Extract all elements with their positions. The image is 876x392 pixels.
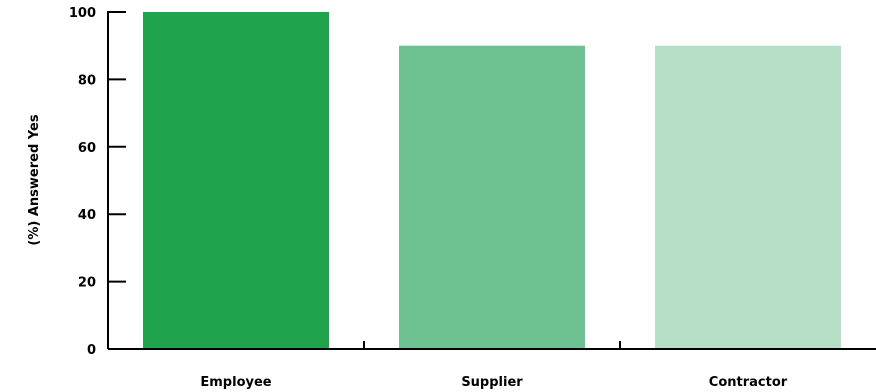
x-tick-label-employee: Employee bbox=[200, 375, 271, 390]
y-tick-label-60: 60 bbox=[78, 141, 96, 156]
bar-contractor bbox=[655, 45, 841, 349]
y-axis: 0 20 40 60 80 100 bbox=[69, 6, 126, 358]
bar-employee bbox=[143, 12, 329, 349]
y-tick-label-0: 0 bbox=[87, 343, 96, 358]
bar-supplier bbox=[399, 45, 585, 349]
x-tick-label-contractor: Contractor bbox=[709, 375, 788, 390]
x-axis: Employee Supplier Contractor bbox=[108, 341, 876, 390]
y-tick-label-100: 100 bbox=[69, 6, 96, 21]
y-tick-label-40: 40 bbox=[78, 208, 96, 223]
y-axis-title: (%) Answered Yes bbox=[27, 114, 42, 245]
y-tick-label-20: 20 bbox=[78, 276, 96, 291]
y-tick-label-80: 80 bbox=[78, 73, 96, 88]
x-tick-label-supplier: Supplier bbox=[461, 375, 523, 390]
bars-group bbox=[143, 12, 841, 349]
